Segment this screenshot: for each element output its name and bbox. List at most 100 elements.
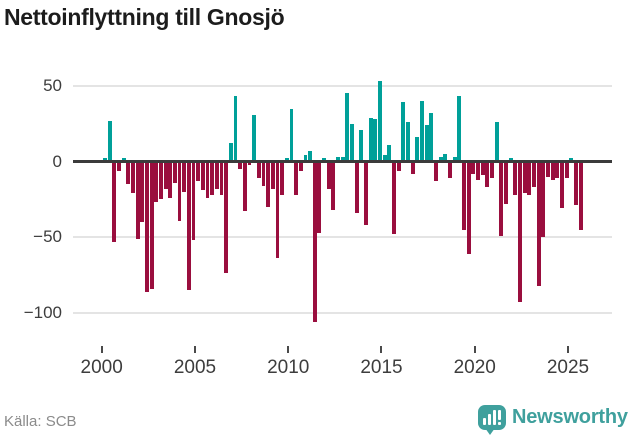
bar-quarter-63 [396,161,401,171]
bar-quarter-101 [573,161,578,206]
y-axis-label: −100 [23,302,62,322]
bar-quarter-92 [531,161,536,188]
bar-quarter-34 [261,161,266,186]
bar-quarter-47 [322,158,327,162]
bar-quarter-75 [452,156,457,162]
newsworthy-logo-text: Newsworthy [512,406,628,428]
gridline-y-100 [73,311,612,314]
bar-quarter-15 [172,161,177,183]
x-axis-tick-2015 [380,346,383,353]
bar-quarter-60 [382,155,387,162]
bar-quarter-82 [485,161,490,188]
bar-quarter-53 [350,123,355,162]
bar-quarter-83 [490,161,494,179]
bar-quarter-57 [368,117,373,162]
bar-quarter-88 [513,161,518,195]
bar-quarter-18 [186,161,191,291]
x-axis-tick-2005 [193,346,196,353]
bar-quarter-22 [205,161,210,198]
bar-quarter-35 [266,161,271,207]
newsworthy-logo: Newsworthy [478,403,628,437]
bar-quarter-54 [354,161,359,213]
bar-quarter-50 [336,156,341,162]
bar-quarter-13 [163,161,168,189]
newsworthy-logo-icon [478,405,506,430]
bar-quarter-0 [103,158,107,162]
bar-quarter-96 [550,161,555,180]
bar-quarter-55 [359,129,364,162]
bar-quarter-8 [140,161,145,223]
bar-quarter-9 [144,161,149,292]
bar-quarter-69 [424,125,429,162]
bar-quarter-85 [499,161,504,236]
bar-quarter-19 [191,161,196,241]
bar-quarter-27 [228,143,233,162]
bar-quarter-59 [378,81,382,162]
bar-quarter-99 [564,161,569,179]
x-axis-label-2015: 2015 [360,357,403,378]
bar-quarter-36 [270,161,275,189]
bar-quarter-68 [420,100,424,162]
x-axis-tick-2025 [567,346,569,353]
bar-quarter-11 [154,161,159,203]
bar-quarter-76 [457,96,462,162]
bar-quarter-80 [476,161,480,180]
bar-quarter-39 [284,158,289,162]
bar-quarter-49 [331,161,336,210]
bar-quarter-12 [158,161,163,200]
bar-quarter-58 [373,119,378,162]
bar-quarter-26 [224,161,229,274]
bar-quarter-91 [527,161,532,195]
y-axis-label: −50 [33,227,62,247]
bar-quarter-14 [168,161,173,198]
bar-quarter-6 [130,161,135,194]
bar-quarter-25 [219,161,224,195]
bar-quarter-102 [578,161,583,230]
bar-quarter-44 [308,150,313,162]
bar-quarter-46 [317,161,322,233]
bar-quarter-89 [518,161,522,303]
x-axis-label-2025: 2025 [546,357,590,378]
bar-quarter-43 [303,155,308,162]
x-axis-label-2000: 2000 [80,357,123,378]
bar-quarter-42 [298,161,303,171]
bar-quarter-56 [364,161,369,226]
bar-quarter-20 [196,161,201,182]
bar-quarter-98 [559,161,564,209]
bar-quarter-3 [116,161,121,171]
speech-bubble-tail [485,428,495,435]
x-axis-tick-2000 [100,346,103,353]
bar-quarter-97 [555,161,560,179]
bar-quarter-17 [182,161,187,192]
bar-quarter-77 [462,161,466,230]
bar-quarter-52 [345,93,350,162]
bar-quarter-90 [522,161,527,194]
bar-quarter-45 [312,161,317,322]
bar-quarter-86 [504,161,508,204]
bar-quarter-29 [238,161,243,170]
bar-quarter-67 [415,137,420,162]
bar-quarter-48 [326,161,331,189]
chart-title: Nettoinflyttning till Gnosjö [4,4,285,30]
bar-quarter-93 [536,161,541,286]
bar-quarter-78 [466,161,471,254]
bar-quarter-66 [410,161,415,174]
bar-quarter-38 [280,161,285,195]
x-axis-tick-2010 [287,346,290,353]
bar-quarter-30 [242,161,247,212]
bar-quarter-51 [340,156,345,162]
bar-quarter-61 [387,144,392,162]
zero-axis-line [73,160,612,163]
bar-quarter-84 [494,122,499,162]
bar-quarter-28 [233,96,238,162]
bar-quarter-31 [247,161,252,165]
gridline-y-50 [73,236,612,239]
bar-quarter-70 [429,113,434,162]
bar-quarter-1 [107,120,112,162]
bar-quarter-41 [294,161,299,195]
y-axis-label: 50 [43,75,62,95]
source-caption: Källa: SCB [4,413,77,430]
bar-quarter-40 [289,108,294,162]
